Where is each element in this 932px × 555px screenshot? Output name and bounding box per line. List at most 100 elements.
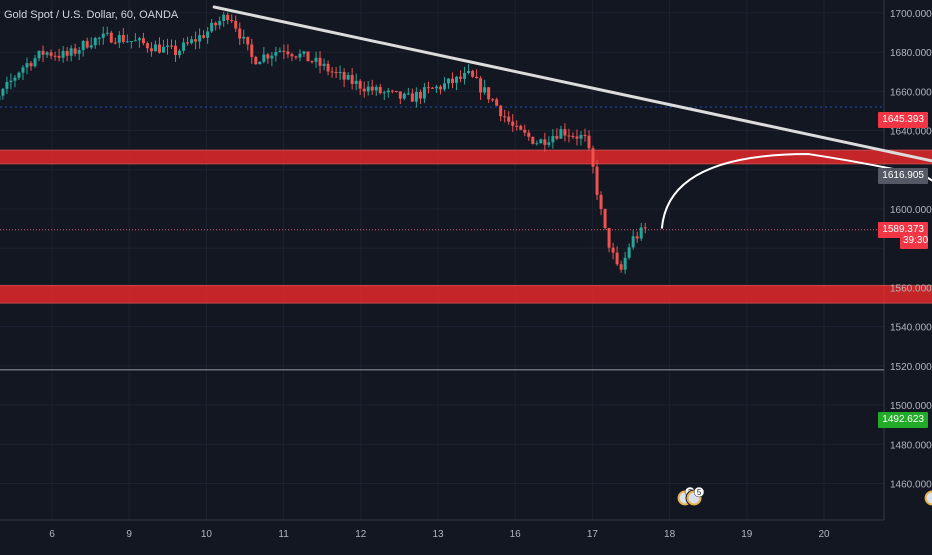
candle-body (567, 136, 570, 137)
chart-title: Gold Spot / U.S. Dollar, 60, OANDA (4, 9, 178, 21)
x-tick-label: 13 (432, 529, 444, 540)
candle-body (238, 29, 241, 39)
candle-body (162, 47, 165, 53)
candle-body (166, 46, 169, 47)
y-tick-label: 1640.000 (890, 127, 932, 138)
x-tick-label: 17 (587, 529, 599, 540)
candle-body (302, 51, 305, 53)
candle-body (234, 21, 237, 29)
candle-body (600, 195, 603, 209)
candle-body (596, 167, 599, 195)
y-tick-label: 1560.000 (890, 283, 932, 294)
candle-body (403, 94, 406, 99)
candle-body (30, 63, 33, 66)
candle-body (46, 52, 49, 54)
candle-body (154, 44, 157, 51)
support-resistance-zone (0, 150, 932, 164)
candle-body (644, 227, 647, 228)
candle-body (575, 137, 578, 139)
candle-body (491, 99, 494, 100)
candle-body (636, 236, 639, 238)
candle-body (459, 77, 462, 79)
y-tick-label: 1660.000 (890, 87, 932, 98)
candle-body (17, 73, 20, 78)
candle-body (178, 51, 181, 55)
candle-body (242, 37, 245, 39)
event-count: 5 (697, 488, 702, 497)
candle-body (499, 106, 502, 117)
candle-body (138, 38, 141, 40)
candle-body (563, 129, 566, 135)
candle-body (483, 87, 486, 92)
candle-body (9, 81, 12, 82)
candle-body (86, 41, 89, 48)
price-badge-countdown: 39:30 (900, 233, 928, 249)
candle-body (628, 247, 631, 257)
y-tick-label: 1600.000 (890, 205, 932, 216)
candle-body (559, 129, 562, 138)
candle-body (588, 136, 591, 149)
candle-body (475, 77, 478, 78)
candle-body (226, 15, 229, 20)
y-tick-label: 1700.000 (890, 9, 932, 20)
x-tick-label: 12 (355, 529, 367, 540)
candle-body (467, 71, 470, 73)
candle-body (222, 15, 225, 21)
candle-body (371, 87, 374, 91)
candle-body (632, 236, 635, 247)
candle-body (347, 75, 350, 80)
candle-body (551, 136, 554, 142)
candle-body (54, 56, 57, 57)
candle-body (25, 63, 28, 67)
candle-body (306, 51, 309, 61)
candle-body (206, 31, 209, 37)
candle-body (471, 71, 474, 77)
candle-body (447, 79, 450, 84)
candle-body (431, 88, 434, 89)
candle-body (82, 41, 85, 50)
candle-body (50, 52, 53, 55)
candle-body (515, 126, 518, 127)
candle-body (13, 78, 16, 81)
candle-body (74, 48, 77, 53)
candle-body (110, 33, 113, 43)
candle-body (278, 51, 281, 52)
price-badge-stop: 1645.393 (878, 112, 928, 128)
candle-body (608, 228, 611, 248)
candle-body (543, 139, 546, 144)
candle-body (62, 51, 65, 58)
y-tick-label: 1500.000 (890, 401, 932, 412)
candle-body (98, 38, 101, 39)
candle-body (463, 73, 466, 79)
candles (0, 12, 647, 274)
candle-body (343, 72, 346, 80)
candle-body (274, 52, 277, 56)
candle-body (246, 37, 249, 45)
candle-body (230, 20, 233, 21)
candle-body (1, 89, 4, 96)
candle-body (282, 51, 285, 52)
y-tick-label: 1680.000 (890, 48, 932, 59)
candle-body (319, 58, 322, 66)
y-tick-label: 1460.000 (890, 479, 932, 490)
candle-body (487, 87, 490, 99)
candle-body (150, 48, 153, 51)
candle-body (142, 38, 145, 43)
candle-body (311, 61, 314, 62)
candle-body (547, 142, 550, 145)
candle-body (298, 54, 301, 58)
candle-body (411, 93, 414, 101)
candle-body (250, 45, 253, 57)
candle-body (395, 91, 398, 92)
candle-body (266, 54, 269, 58)
candle-body (190, 39, 193, 43)
candle-body (262, 54, 265, 61)
candle-body (114, 43, 117, 44)
candle-body (66, 51, 69, 56)
candle-body (355, 81, 358, 84)
candle-body (258, 62, 261, 64)
candle-body (419, 92, 422, 99)
candle-body (90, 45, 93, 47)
